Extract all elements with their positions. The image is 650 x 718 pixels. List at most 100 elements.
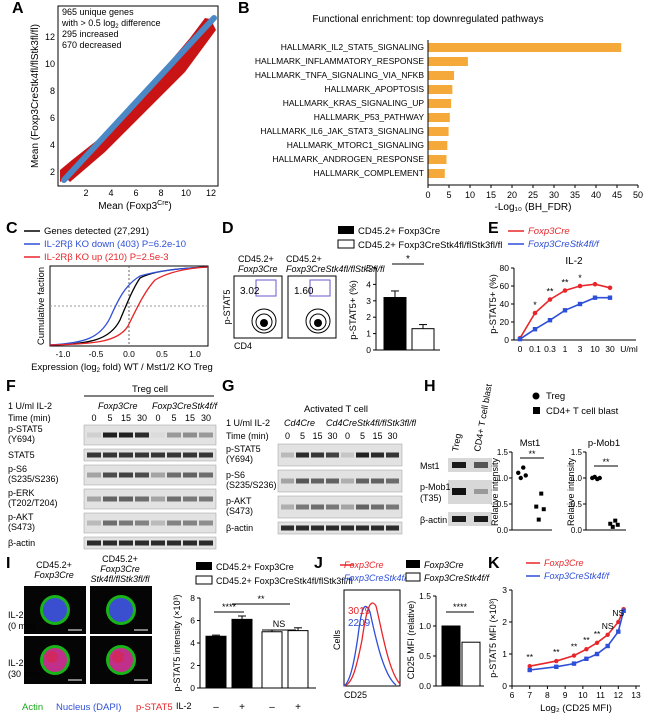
- panel-f-cond: 1 U/ml IL-2: [8, 401, 52, 411]
- panel-f-time: 15: [121, 413, 131, 423]
- panel-g-band: [341, 504, 354, 510]
- panel-f-band: [119, 472, 133, 478]
- panel-i-row2-b: (30 min): [8, 669, 41, 679]
- panel-k-point: [571, 661, 577, 666]
- panel-g-time: 5: [360, 431, 365, 441]
- panel-a-xtick: 2: [83, 188, 88, 198]
- panel-i-col1-line2: Foxp3Cre: [34, 570, 74, 580]
- panel-j-bar-ylabel: CD25 MFI (relative): [406, 601, 416, 680]
- panel-d-legend-swatch-black: [338, 226, 354, 234]
- panel-a-xtick: 6: [133, 188, 138, 198]
- panel-g-blot-strip: [277, 521, 403, 535]
- panel-e-point: [592, 281, 598, 287]
- panel-j-legend-1: Foxp3Cre: [344, 560, 384, 570]
- panel-k-xtick: 7: [527, 690, 532, 700]
- panel-b-category-label: HALLMARK_INFLAMMATORY_RESPONSE: [255, 56, 424, 66]
- panel-k-sig: **: [526, 652, 533, 662]
- panel-j-mfi-blue: 2209: [348, 618, 371, 629]
- panel-d-contour: [305, 308, 331, 334]
- panel-f-blot-strip: [83, 424, 217, 446]
- panel-g-band: [281, 504, 294, 510]
- panel-h-band: [474, 462, 488, 468]
- panel-f-row-label: β-actin: [8, 538, 35, 548]
- panel-k-xlabel: Log₂ (CD25 MFI): [540, 703, 612, 714]
- panel-g-band: [326, 478, 339, 484]
- panel-d-ytick: 3: [366, 296, 371, 306]
- panel-c-legend-3: IL-2Rβ KO up (210) P=2.5e-3: [44, 252, 169, 263]
- panel-k-point: [616, 619, 621, 625]
- panel-f-row-label: (Y694): [8, 434, 35, 444]
- panel-letter-f: F: [6, 378, 16, 395]
- panel-e-sig: **: [561, 278, 569, 288]
- panel-i-row2-a: IL-2: [8, 658, 24, 668]
- panel-a-xtick: 10: [181, 188, 191, 198]
- panel-b-bar: [428, 57, 468, 66]
- panel-h-ylabel-2: Relative intensity: [566, 457, 576, 526]
- panel-g-group-2: Cd4CreStk4fl/flStk3fl/fl: [326, 418, 417, 428]
- panel-i-ytick: 6: [190, 616, 195, 626]
- panel-c-xtick: 1.0: [189, 349, 201, 359]
- panel-h-point-treg: [523, 473, 528, 478]
- panel-e-point: [532, 310, 538, 316]
- panel-i-ylabel: p-STAT5 intensity (×10³): [172, 595, 182, 692]
- panel-g-band: [371, 525, 384, 531]
- panel-letter-c: C: [6, 220, 18, 237]
- panel-f-band: [87, 472, 101, 478]
- panel-f-time-label: Time (min): [8, 413, 51, 423]
- panel-k-point: [621, 608, 626, 613]
- panel-d-col1-line1: CD45.2+: [238, 254, 274, 264]
- panel-f-band: [87, 520, 101, 526]
- panel-k-ytick: 3: [502, 585, 507, 595]
- panel-g-row-label: (S473): [226, 506, 253, 516]
- panel-g-band: [326, 504, 339, 510]
- panel-g-row-label: (Y694): [226, 454, 253, 464]
- panel-h-sig-1: **: [528, 449, 536, 459]
- panel-f-time: 5: [171, 413, 176, 423]
- panel-b-bar-chart: Functional enrichment: top downregulated…: [255, 14, 643, 213]
- panel-d-gate-value-1: 3.02: [240, 286, 260, 297]
- panel-e-point: [547, 318, 553, 323]
- panel-e-xtick: 30: [605, 344, 615, 354]
- panel-e-ytick: 40: [500, 299, 510, 309]
- panel-g-time-label: Time (min): [226, 431, 269, 441]
- panel-f-row-label: (S235/S236): [8, 474, 59, 484]
- panel-b-xtick: 20: [507, 190, 517, 200]
- panel-i-ytick: 0: [190, 683, 195, 693]
- panel-k-xtick: 6: [510, 690, 515, 700]
- panel-h-ytick: 0.0: [497, 526, 509, 535]
- panel-i-ytick: 2: [190, 661, 195, 671]
- panel-g-band: [386, 452, 399, 458]
- panel-f-band: [119, 520, 133, 526]
- panel-c-legend-2: IL-2Rβ KO down (403) P=6.2e-10: [44, 239, 186, 250]
- panel-i-col2-line3: Stk4fl/flStk3fl/fl: [90, 574, 150, 584]
- panel-f-band: [151, 540, 165, 546]
- panel-h-point-blast: [610, 524, 615, 529]
- panel-f-row-label: p-AKT: [8, 512, 34, 522]
- panel-f-band: [151, 520, 165, 526]
- panel-k-series-line: [529, 608, 625, 667]
- panel-f-band: [103, 520, 117, 526]
- panel-e-xtick: 1: [563, 344, 568, 354]
- panel-c-xtick: -1.0: [56, 349, 71, 359]
- panel-e-point: [547, 297, 553, 302]
- panel-b-xtick: 40: [591, 190, 601, 200]
- panel-f-band: [119, 452, 133, 458]
- panel-e-legend-1: Foxp3Cre: [528, 226, 570, 237]
- panel-i-row1-a: IL-2: [8, 610, 24, 620]
- panel-f-blot-strip: [83, 448, 217, 462]
- panel-a-scatter: 965 unique genes with > 0.5 log2 differe…: [30, 5, 219, 212]
- panel-j-ytick: 1.5: [419, 591, 431, 601]
- panel-i-col2-line1: CD45.2+: [102, 554, 138, 564]
- panel-letter-k: K: [488, 555, 500, 572]
- panel-k-sig: NS: [602, 621, 614, 631]
- panel-b-xtick: 30: [549, 190, 559, 200]
- panel-j-mfi-red: 3019: [348, 606, 371, 617]
- panel-k-point: [584, 656, 589, 661]
- panel-j-histogram-red: [343, 602, 401, 687]
- panel-b-category-label: HALLMARK_IL6_JAK_STAT3_SIGNALING: [260, 126, 424, 136]
- panel-k-point: [554, 664, 559, 669]
- panel-h-ytick: 1.0: [497, 474, 509, 483]
- panel-f-band: [87, 432, 101, 438]
- panel-d-contour: [309, 313, 327, 331]
